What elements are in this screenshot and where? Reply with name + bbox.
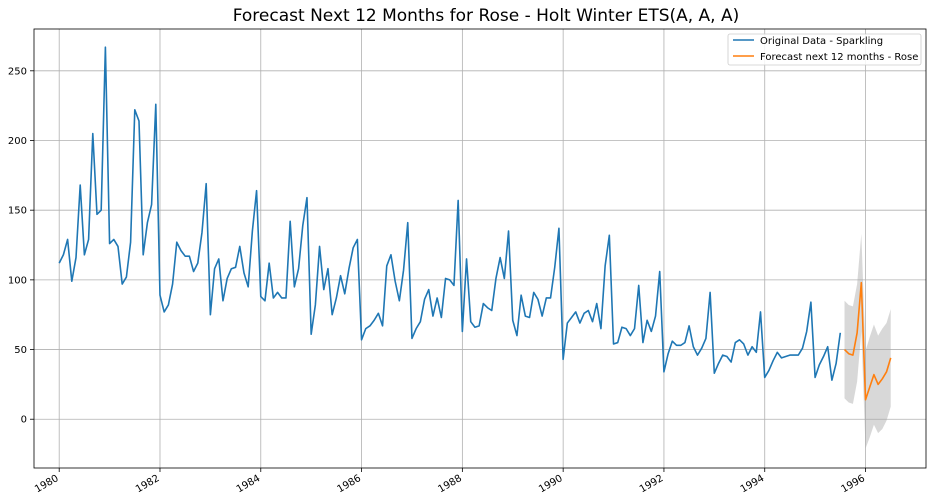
legend-label-original: Original Data - Sparkling	[760, 36, 883, 47]
x-tick-label: 1988	[436, 473, 464, 495]
legend: Original Data - Sparkling Forecast next …	[727, 33, 922, 66]
chart-title: Forecast Next 12 Months for Rose - Holt …	[233, 6, 740, 26]
confidence-band-group	[844, 233, 891, 449]
x-tick-label: 1980	[33, 473, 61, 495]
x-tick-label: 1984	[235, 473, 263, 495]
grid-lines	[34, 29, 926, 468]
y-tick-label: 150	[8, 206, 27, 217]
x-tick-label: 1992	[638, 473, 666, 495]
y-tick-label: 100	[8, 275, 27, 286]
series-lines-group	[58, 46, 892, 401]
legend-box	[727, 33, 922, 66]
x-tick-label: 1990	[537, 473, 565, 495]
y-axis: 0 50 100 150 200 250	[8, 66, 34, 426]
x-tick-label: 1986	[336, 473, 364, 495]
legend-label-forecast: Forecast next 12 months - Rose	[760, 52, 918, 63]
x-tick-label: 1994	[739, 473, 767, 495]
y-tick-label: 250	[8, 66, 27, 77]
x-tick-label: 1996	[839, 473, 867, 495]
x-axis: 1980 1982 1984 1986 1988 1990 1992 1994 1996	[33, 468, 867, 495]
y-tick-label: 200	[8, 136, 27, 147]
forecast-line	[843, 281, 892, 401]
original-data-line	[58, 46, 842, 382]
y-tick-label: 0	[21, 415, 27, 426]
forecast-confidence-band	[844, 233, 891, 449]
plot-frame	[33, 28, 927, 469]
x-tick-label: 1982	[134, 473, 162, 495]
y-tick-label: 50	[14, 345, 27, 356]
